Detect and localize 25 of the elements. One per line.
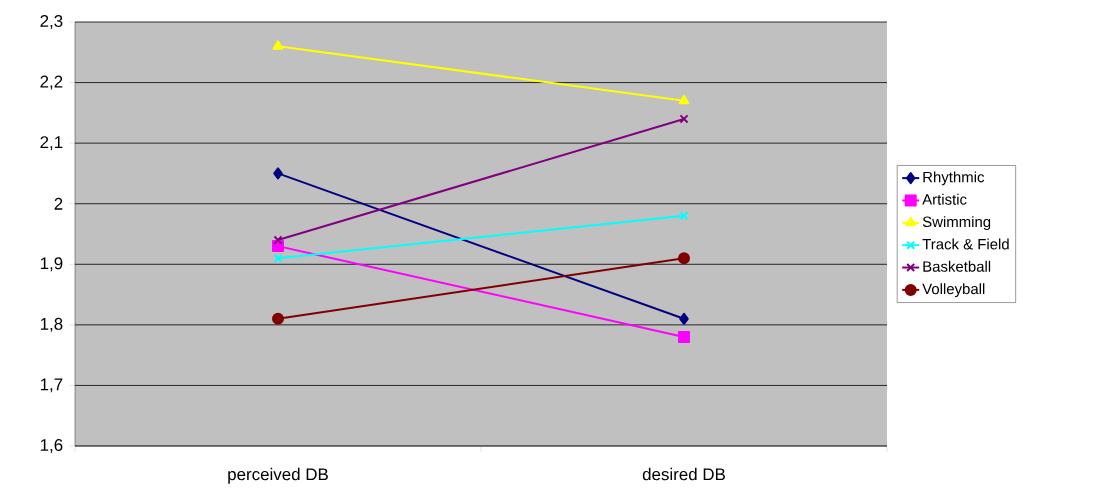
y-tick-label: 1,9 [40,257,63,272]
point [679,114,689,124]
point [679,211,689,221]
point [273,235,283,245]
legend-label: Artistic [922,193,967,205]
point [272,312,284,325]
y-tick-label: 2,1 [40,136,63,151]
y-tick-label: 1,7 [40,378,63,393]
y-tick-label: 2 [54,197,63,210]
y-tick-label: 2,2 [40,75,63,90]
point [273,253,283,263]
x-tick-label: perceived DB [228,467,328,484]
legend-label: Track & Field [922,238,1009,250]
legend-label: Swimming [922,216,991,231]
point [678,252,690,265]
legend-label: Volleyball [922,283,985,298]
point [273,167,283,180]
x-tick-label: desired DB [642,467,725,481]
point [678,330,690,343]
y-tick-label: 2,3 [40,15,63,30]
legend-label: Rhythmic [923,171,985,186]
legend-label: Basketball [923,260,991,272]
point [679,312,689,325]
y-tick-label: 1,6 [40,439,63,453]
y-tick-label: 1,8 [40,317,63,332]
